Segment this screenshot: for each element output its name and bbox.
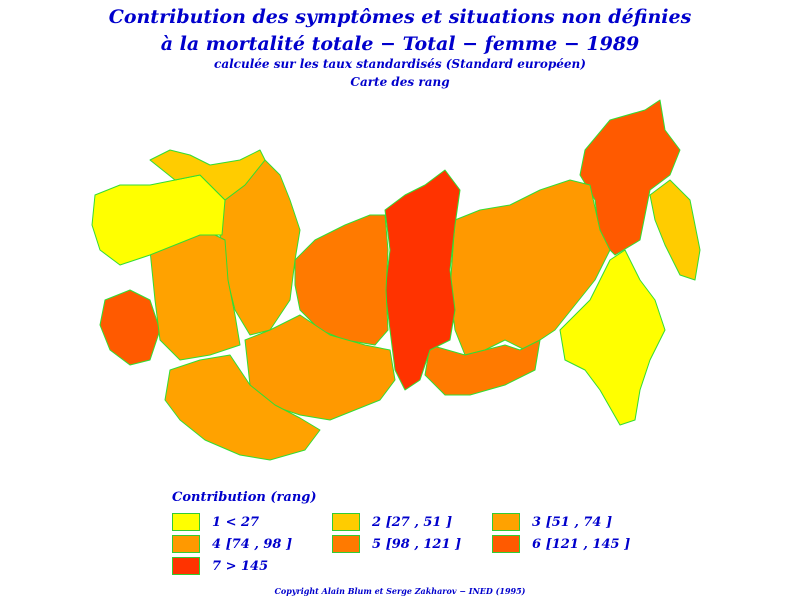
region-west-central [91,174,226,266]
copyright: Copyright Alain Blum et Serge Zakharov −… [274,586,526,596]
legend-label: 3 [51 , 74 ] [532,514,613,530]
region-central-asia [164,354,321,461]
legend-swatch [172,557,200,575]
legend-item: 2 [27 , 51 ] [332,512,452,532]
region-west-siberia [294,214,389,346]
choropleth-map [91,99,701,461]
legend-item: 3 [51 , 74 ] [492,512,612,532]
legend-swatch [332,513,360,531]
legend-item: 5 [98 , 121 ] [332,534,461,554]
legend-swatch [332,535,360,553]
region-caucasus [99,289,161,366]
legend-item: 6 [121 , 145 ] [492,534,630,554]
legend-swatch [172,535,200,553]
region-krasnoyarsk [384,169,461,391]
legend-swatch [492,513,520,531]
legend-label: 1 < 27 [212,514,260,530]
legend-item: 4 [74 , 98 ] [172,534,292,554]
legend-swatch [172,513,200,531]
legend-label: 6 [121 , 145 ] [532,536,631,552]
map-title-line2: à la mortalité totale − Total − femme − … [160,33,640,55]
map-subtitle-rank: Carte des rang [350,75,450,89]
legend-swatch [492,535,520,553]
map-title: Contribution des symptômes et situations… [108,6,692,28]
map-subtitle: calculée sur les taux standardisés (Stan… [214,57,586,71]
region-chukotka [579,99,681,256]
region-irkutsk [424,339,541,396]
legend-item: 7 > 145 [172,556,268,576]
legend-label: 4 [74 , 98 ] [212,536,293,552]
legend-title: Contribution (rang) [172,490,317,505]
legend-label: 7 > 145 [212,558,269,574]
legend-item: 1 < 27 [172,512,259,532]
legend-label: 5 [98 , 121 ] [372,536,462,552]
region-kamchatka [649,179,701,281]
region-far-east-south [559,249,666,426]
legend-label: 2 [27 , 51 ] [372,514,453,530]
region-west-north [149,149,266,201]
